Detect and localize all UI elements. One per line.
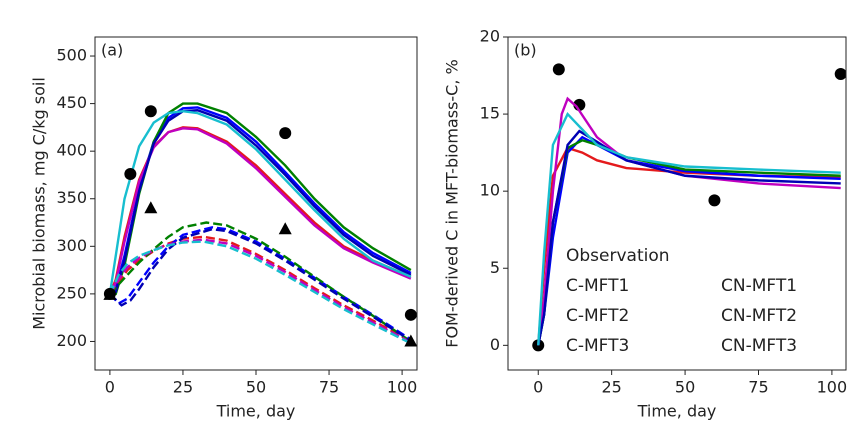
x-tick-label: 75 [748, 378, 768, 397]
y-tick-label: 0 [490, 335, 500, 354]
x-tick-label: 0 [105, 378, 115, 397]
y-tick-label: 5 [490, 258, 500, 277]
series-line [537, 111, 841, 346]
x-axis-label: Time, day [216, 402, 296, 421]
series-line [109, 221, 412, 343]
axes-frame [94, 36, 418, 371]
plot-area [103, 102, 417, 347]
panel-label: (a) [101, 41, 123, 60]
x-tick-label: 25 [601, 378, 621, 397]
series-line [108, 235, 412, 343]
x-tick-label: 100 [387, 378, 418, 397]
series-line [108, 110, 412, 295]
y-tick-label: 400 [56, 141, 87, 160]
observation-marker [144, 105, 157, 118]
x-tick-label: 25 [173, 378, 193, 397]
y-axis-label: Microbial biomass, mg C/kg soil [30, 77, 49, 330]
observation-marker [552, 63, 565, 76]
y-tick-label: 250 [56, 283, 87, 302]
panel-label: (b) [514, 41, 537, 60]
series-line [109, 109, 412, 296]
x-tick-label: 0 [533, 378, 543, 397]
series-line [109, 226, 412, 341]
observation-marker [404, 334, 417, 347]
legend-label: CN-MFT1 [721, 276, 797, 296]
observation-marker [708, 194, 721, 207]
observation-marker [279, 127, 292, 140]
x-axis-label: Time, day [637, 402, 717, 421]
observation-marker [278, 222, 292, 235]
legend-label: C-MFT2 [566, 306, 629, 326]
y-tick-label: 350 [56, 188, 87, 207]
y-tick-label: 200 [56, 331, 87, 350]
observation-marker [404, 308, 417, 321]
x-tick-label: 50 [246, 378, 266, 397]
x-tick-label: 75 [319, 378, 339, 397]
legend-label: C-MFT1 [566, 276, 629, 296]
x-tick-label: 100 [817, 378, 848, 397]
y-axis-label: FOM-derived C in MFT-biomass-C, % [443, 59, 462, 347]
observation-marker [103, 287, 117, 300]
series-line [108, 238, 412, 344]
observation-marker [124, 168, 137, 181]
x-tick-label: 50 [675, 378, 695, 397]
axes-frame [507, 36, 847, 371]
y-tick-label: 10 [480, 181, 500, 200]
legend-label: C-MFT3 [566, 336, 629, 356]
legend-label: CN-MFT2 [721, 306, 797, 326]
y-tick-label: 300 [56, 236, 87, 255]
y-tick-label: 20 [480, 27, 500, 46]
observation-marker [144, 201, 158, 214]
series-line [109, 227, 412, 342]
plot-area [532, 63, 846, 352]
observation-marker [834, 68, 846, 80]
legend-label: Observation [566, 246, 670, 266]
series-line [108, 127, 412, 295]
legend-label: CN-MFT3 [721, 336, 797, 356]
y-tick-label: 15 [480, 104, 500, 123]
y-tick-label: 500 [56, 46, 87, 65]
series-line [108, 240, 412, 345]
y-tick-label: 450 [56, 93, 87, 112]
